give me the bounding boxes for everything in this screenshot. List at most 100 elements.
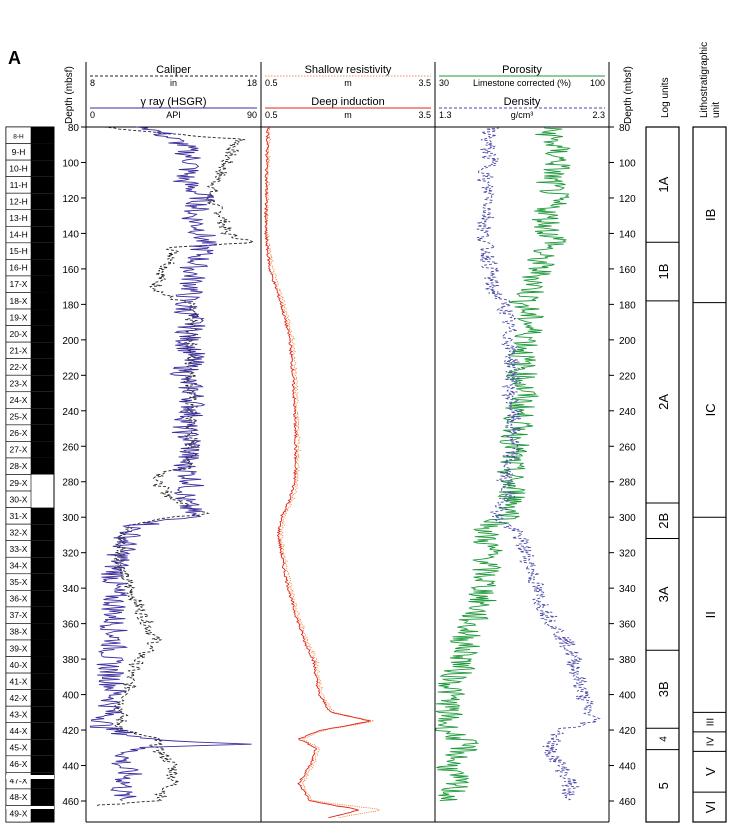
- core-label: 19-X: [10, 312, 28, 322]
- core-label: 18-X: [10, 296, 28, 306]
- core-label: 10-H: [9, 163, 27, 173]
- log-unit-label: 5: [656, 782, 671, 789]
- depth-tick-label: 340: [62, 584, 79, 595]
- right-depth-axis: Depth (mbsf) 80 100 120 140 160 180 200 220 240 2…: [608, 66, 636, 822]
- depth-tick-label: 460: [62, 797, 79, 808]
- core-recovery-bar: [31, 722, 54, 740]
- core-recovery-bar: [31, 424, 54, 442]
- depth-tick-label: 180: [62, 300, 79, 311]
- log-units-column: Log units 1A 1B 2A 2B 3A 3B 4 5: [645, 77, 680, 823]
- core-recovery-bar: [31, 805, 54, 822]
- depth-tick-label: 220: [619, 371, 636, 382]
- core-recovery-bar: [31, 309, 54, 326]
- depth-tick-label: 200: [62, 336, 79, 347]
- core-recovery-bar: [31, 557, 54, 574]
- curve-unit: API: [166, 110, 181, 120]
- depth-tick-label: 460: [619, 797, 636, 808]
- depth-tick-label: 240: [62, 407, 79, 418]
- log-unit-label: 2A: [656, 394, 671, 410]
- curve-scale-max: 90: [247, 110, 257, 120]
- core-label: 27-X: [10, 445, 28, 455]
- depth-tick-label: 260: [619, 442, 636, 453]
- core-label: 41-X: [10, 676, 28, 686]
- core-recovery-bar: [31, 127, 54, 144]
- core-recovery-bar: [31, 226, 54, 243]
- core-recovery-bar: [31, 706, 54, 723]
- core-label: 24-X: [10, 395, 28, 405]
- core-recovery-bar: [31, 143, 54, 161]
- core-recovery-bar: [31, 375, 54, 392]
- core-label: 39-X: [10, 643, 28, 653]
- core-recovery-bar: [31, 639, 54, 657]
- curve-unit: g/cm³: [511, 110, 534, 120]
- depth-tick-label: 140: [619, 229, 636, 240]
- depth-tick-label: 440: [619, 762, 636, 773]
- curve-unit: m: [344, 78, 352, 88]
- core-label: 30-X: [10, 494, 28, 504]
- core-label: 45-X: [10, 743, 28, 753]
- core-recovery-bar: [31, 275, 54, 293]
- core-label: 13-H: [9, 213, 27, 223]
- depth-tick-label: 340: [619, 584, 636, 595]
- core-label: 22-X: [10, 362, 28, 372]
- curve-title: Porosity: [502, 64, 542, 76]
- core-label: 36-X: [10, 594, 28, 604]
- curve-unit: m: [344, 110, 352, 120]
- core-recovery-bar: [31, 408, 54, 425]
- lith-units-title-line1: Lithostratigraphic: [699, 42, 710, 118]
- track-headers: Caliper 8 18 in γ ray (HSGR) 0 90 API Shallow re…: [85, 62, 610, 822]
- curve-title: Density: [504, 96, 541, 108]
- depth-tick-label: 320: [62, 549, 79, 560]
- log-unit-label: 3B: [656, 681, 671, 697]
- core-recovery-bar: [31, 755, 54, 773]
- lith-unit-label: IB: [703, 209, 718, 221]
- core-gap: [6, 806, 54, 809]
- core-label: 48-X: [10, 792, 28, 802]
- core-label: 17-X: [10, 279, 28, 289]
- depth-tick-label: 420: [619, 726, 636, 737]
- core-recovery-bar: [31, 441, 54, 458]
- core-recovery-bar: [31, 193, 54, 210]
- curve-scale-min: 8: [90, 78, 95, 88]
- log-unit-label: 1A: [656, 176, 671, 192]
- core-recovery-bar: [31, 457, 54, 475]
- lith-unit-label: VI: [703, 801, 718, 813]
- core-label: 12-H: [9, 196, 27, 206]
- log-unit-label: 2B: [656, 513, 671, 529]
- panel-label: A: [8, 48, 21, 68]
- core-label: 35-X: [10, 577, 28, 587]
- core-label: 21-X: [10, 345, 28, 355]
- core-label: 46-X: [10, 759, 28, 769]
- log-unit-label: 1B: [656, 264, 671, 280]
- depth-tick-label: 240: [619, 407, 636, 418]
- curve-scale-max: 18: [247, 78, 257, 88]
- core-label: 26-X: [10, 428, 28, 438]
- core-recovery-bar: [31, 540, 54, 558]
- core-recovery-bar: [31, 259, 54, 276]
- core-recovery-bar: [31, 573, 54, 591]
- lith-unit-label: II: [703, 611, 718, 618]
- curve-scale-max: 3.5: [418, 78, 431, 88]
- core-recovery-bar: [31, 623, 54, 640]
- core-label: 38-X: [10, 627, 28, 637]
- core-label: 29-X: [10, 478, 28, 488]
- core-recovery-bar: [31, 176, 54, 194]
- core-label: 9-H: [12, 147, 26, 157]
- core-label: 49-X: [10, 809, 28, 819]
- lith-unit-label: IV: [706, 737, 717, 747]
- core-recovery-bar: [31, 507, 54, 525]
- core-label: 37-X: [10, 610, 28, 620]
- core-label: 34-X: [10, 561, 28, 571]
- depth-tick-label: 100: [62, 158, 79, 169]
- core-label: 31-X: [10, 511, 28, 521]
- core-label: 23-X: [10, 378, 28, 388]
- curve-scale-min: 0.5: [265, 110, 278, 120]
- core-recovery-bar: [31, 524, 54, 541]
- depth-tick-label: 220: [62, 371, 79, 382]
- depth-tick-label: 440: [62, 762, 79, 773]
- core-label: 32-X: [10, 527, 28, 537]
- core-recovery-bar: [31, 590, 54, 607]
- depth-tick-label: 300: [619, 513, 636, 524]
- core-recovery-bar: [31, 160, 54, 177]
